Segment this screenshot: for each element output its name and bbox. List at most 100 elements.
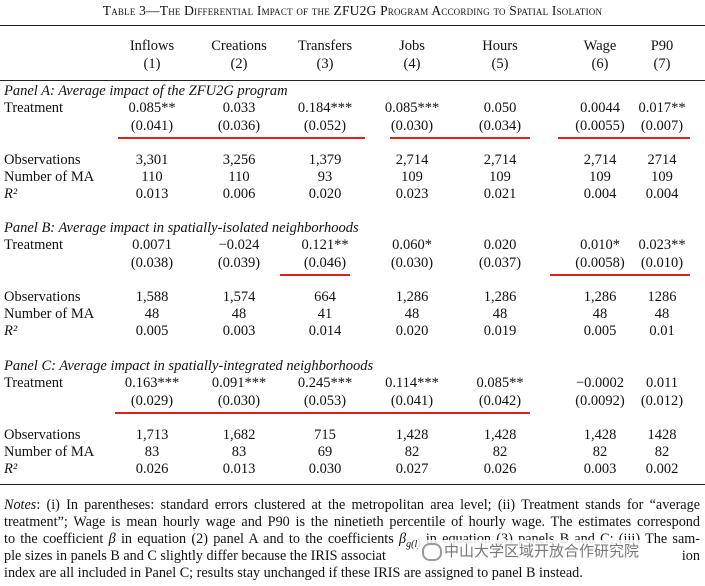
highlight-underline [390,137,530,139]
watermark: 中山大学区域开放合作研究院 [418,540,644,562]
notes-text: in equation (2) panel A and to the coeff… [115,531,400,547]
stat-value: 82 [404,444,420,460]
stat-value: 1,682 [222,427,256,443]
row-label: Treatment [4,100,64,116]
standard-error: (0.030) [390,118,434,134]
standard-error: (0.037) [478,255,522,271]
stat-value: 0.027 [395,461,429,477]
notes-text: ion [681,548,700,564]
standard-error: (0.012) [640,393,684,409]
stat-value: 1,286 [395,289,429,305]
stat-value: 48 [231,306,247,322]
stat-value: 0.026 [483,461,517,477]
top-rule [0,25,705,26]
notes-line: ple sizes in panels B and C slightly dif… [4,548,700,565]
stat-value: 2,714 [583,152,617,168]
row-label: R² [4,461,18,477]
stat-value: 109 [489,169,511,185]
notes-text: index are all included in Panel C; resul… [4,565,583,581]
column-number: (4) [403,56,421,72]
column-name: Transfers [297,38,353,54]
notes-label: Notes [4,497,37,513]
stat-value: 1,428 [395,427,429,443]
column-number: (7) [653,56,671,72]
notes-text: ple sizes in panels B and C slightly dif… [4,548,386,564]
stat-value: 110 [228,169,250,185]
stat-value: 3,256 [222,152,256,168]
stat-value: 1,379 [308,152,342,168]
coefficient: 0.060* [392,237,432,253]
stat-value: 2,714 [483,152,517,168]
standard-error: (0.039) [217,255,261,271]
coefficient: −0.0002 [575,375,625,391]
stat-value: 1286 [647,289,677,305]
standard-error: (0.034) [478,118,522,134]
highlight-underline [558,137,690,139]
stat-value: 48 [404,306,420,322]
notes-symbol: β [399,531,407,547]
coefficient: 0.085** [476,375,524,391]
stat-value: 0.01 [649,323,675,339]
coefficient: 0.085** [128,100,176,116]
coefficient: −0.024 [218,237,260,253]
stat-value: 1,574 [222,289,256,305]
stat-value: 1,428 [483,427,517,443]
column-number: (2) [230,56,248,72]
notes-line: to the coefficient β in equation (2) pan… [4,531,700,550]
stat-value: 0.020 [395,323,429,339]
stat-value: 48 [592,306,608,322]
standard-error: (0.030) [390,255,434,271]
stat-value: 48 [492,306,508,322]
standard-error: (0.041) [130,118,174,134]
stat-value: 0.023 [395,186,429,202]
stat-value: 0.014 [308,323,342,339]
stat-value: 0.003 [583,461,617,477]
row-label: Observations [4,427,81,443]
row-label: Observations [4,152,81,168]
stat-value: 1,588 [135,289,169,305]
stat-value: 1,286 [583,289,617,305]
coefficient: 0.017** [638,100,686,116]
column-name: P90 [650,38,674,54]
stat-value: 3,301 [135,152,169,168]
stat-value: 0.004 [583,186,617,202]
stat-value: 1,286 [483,289,517,305]
notes-text: to the coefficient [4,531,109,547]
row-label: Number of MA [4,306,95,322]
standard-error: (0.0058) [575,255,625,271]
stat-value: 1,428 [583,427,617,443]
highlight-underline [280,274,350,276]
standard-error: (0.007) [640,118,684,134]
stat-value: 715 [314,427,336,443]
notes-text: treatment”; Wage is mean hourly wage and… [4,514,700,530]
panel-title: Panel A: Average impact of the ZFU2G pro… [4,83,288,99]
coefficient: 0.085*** [384,100,440,116]
column-number: (6) [591,56,609,72]
column-name: Jobs [399,38,425,54]
row-label: Treatment [4,375,64,391]
coefficient: 0.023** [638,237,686,253]
standard-error: (0.036) [217,118,261,134]
stat-value: 82 [654,444,670,460]
stat-value: 0.006 [222,186,256,202]
stat-value: 0.005 [583,323,617,339]
stat-value: 0.005 [135,323,169,339]
coefficient: 0.011 [645,375,679,391]
notes-line: Notes: (i) In parentheses: standard erro… [4,497,700,514]
coefficient: 0.091*** [211,375,267,391]
notes-subscript: g(l) [406,538,421,550]
notes-symbol: β [108,531,116,547]
coefficient: 0.163*** [124,375,180,391]
bottom-rule [0,484,705,485]
stat-value: 1,713 [135,427,169,443]
coefficient: 0.010* [580,237,620,253]
coefficient: 0.114*** [385,375,439,391]
stat-value: 82 [492,444,508,460]
coefficient: 0.245*** [297,375,353,391]
column-name: Hours [482,38,518,54]
stat-value: 0.021 [483,186,517,202]
stat-value: 109 [589,169,611,185]
coefficient: 0.033 [222,100,256,116]
notes-line: treatment”; Wage is mean hourly wage and… [4,514,700,531]
